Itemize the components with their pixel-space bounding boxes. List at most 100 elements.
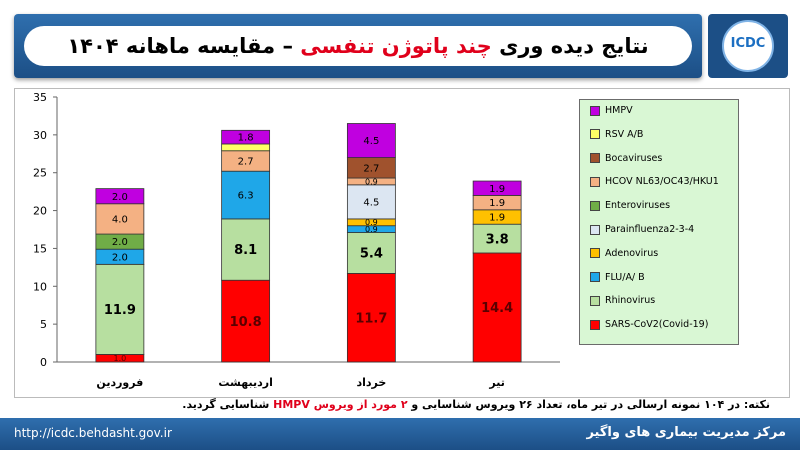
legend-swatch (590, 153, 600, 164)
legend-label: FLU/A/ B (605, 271, 645, 283)
legend-item: Parainfluenza2-3-4 (590, 223, 694, 237)
data-label: 11.9 (104, 303, 136, 318)
data-label: 1.8 (238, 133, 254, 144)
legend-label: HCOV NL63/OC43/HKU1 (605, 176, 719, 188)
bar-segment (221, 218, 271, 281)
legend-swatch (590, 200, 600, 211)
bar-segment (346, 273, 396, 363)
footnote-part1: نکته: در ۱۰۴ نمونه ارسالی در تیر ماه، تع… (411, 398, 770, 411)
data-label: 6.3 (238, 191, 254, 202)
y-tick-label: 5 (40, 318, 47, 331)
footnote: نکته: در ۱۰۴ نمونه ارسالی در تیر ماه، تع… (70, 398, 770, 411)
data-label: 11.7 (355, 311, 387, 326)
legend-swatch (590, 105, 600, 116)
bar-segment (346, 232, 396, 274)
legend-label: RSV A/B (605, 128, 644, 140)
legend-label: Enteroviruses (605, 200, 671, 212)
y-tick-label: 10 (33, 280, 47, 293)
bar-segment (346, 123, 396, 158)
x-tick-label: خرداد (356, 376, 386, 389)
bar-segment (221, 170, 271, 220)
data-label: 4.5 (363, 197, 379, 208)
title-highlight: چند پاتوژن تنفسی (300, 34, 492, 58)
legend-swatch (590, 295, 600, 306)
legend-item: SARS-CoV2(Covid-19) (590, 318, 708, 332)
data-label: 3.8 (486, 232, 509, 247)
y-tick-label: 20 (33, 205, 47, 218)
y-tick-label: 35 (33, 91, 47, 104)
data-label: 2.0 (112, 237, 128, 248)
legend-swatch (590, 248, 600, 259)
legend-label: Parainfluenza2-3-4 (605, 224, 695, 235)
bar-segment (221, 279, 271, 363)
chart-labels: 1.0 11.9 2.0 2.0 4.0 2.0 10.8 8.1 6.3 2.7 1.8 11.7 5… (104, 133, 513, 363)
x-tick-label: تیر (488, 376, 504, 389)
data-label: 4.0 (112, 215, 128, 226)
title-bar: نتایج دیده وری چند پاتوژن تنفسی – مقایسه… (14, 14, 702, 78)
data-label: 1.9 (489, 184, 505, 195)
y-tick-label: 25 (33, 167, 47, 180)
chart-legend: HMPV RSV A/B Bocaviruses HCOV NL63/OC43/HKU… (579, 99, 739, 345)
legend-label: SARS-CoV2(Covid-19) (605, 319, 709, 331)
bar-segment (346, 184, 396, 220)
data-label: 2.0 (112, 252, 128, 263)
footer-bar: http://icdc.behdasht.gov.ir مرکز مدیریت … (0, 418, 800, 450)
y-tick-label: 30 (33, 129, 47, 142)
data-label: 0.9 (365, 225, 378, 234)
legend-swatch (590, 176, 600, 187)
footer-org: مرکز مدیریت بیماری های واگیر (586, 425, 786, 440)
legend-item: RSV A/B (590, 128, 643, 142)
icdc-logo: ICDC (708, 14, 788, 78)
data-label: 1.9 (489, 213, 505, 224)
data-label: 8.1 (234, 243, 257, 258)
legend-item: HCOV NL63/OC43/HKU1 (590, 175, 719, 189)
legend-item: Adenovirus (590, 247, 658, 261)
bar-segment (95, 263, 145, 355)
legend-label: Adenovirus (605, 247, 659, 259)
title-dash: – (282, 34, 293, 58)
bar-segment (95, 203, 145, 235)
data-label: 1.9 (489, 198, 505, 209)
data-label: 2.0 (112, 192, 128, 203)
footnote-part3: شناسایی گردید. (182, 398, 270, 411)
data-label: 1.0 (114, 354, 127, 363)
y-tick-label: 15 (33, 242, 47, 255)
legend-swatch (590, 319, 600, 330)
legend-label: Bocaviruses (605, 152, 663, 164)
legend-swatch (590, 272, 600, 283)
y-tick-label: 0 (40, 356, 47, 369)
bar-segment (472, 180, 522, 196)
legend-item: Rhinovirus (590, 294, 655, 308)
data-label: 0.9 (365, 177, 378, 186)
chart-bars (95, 123, 522, 363)
logo-text: ICDC (730, 36, 766, 51)
title-main: نتایج دیده وری (499, 34, 649, 58)
data-label: 5.4 (360, 247, 383, 262)
legend-item: Bocaviruses (590, 152, 662, 166)
data-label: 10.8 (230, 315, 262, 330)
data-label: 2.7 (363, 163, 379, 174)
legend-label: Rhinovirus (605, 295, 656, 307)
legend-label: HMPV (605, 105, 633, 116)
data-label: 4.5 (363, 136, 379, 147)
title-tail: مقایسه ماهانه ۱۴۰۴ (67, 34, 276, 58)
bar-segment (221, 143, 271, 152)
data-label: 2.7 (238, 157, 254, 168)
bar-segment (95, 188, 145, 205)
legend-swatch (590, 224, 600, 235)
bar-segment (472, 252, 522, 363)
legend-item: HMPV (590, 104, 633, 118)
footer-url[interactable]: http://icdc.behdasht.gov.ir (14, 426, 172, 440)
legend-swatch (590, 129, 600, 140)
data-label: 14.4 (481, 301, 513, 316)
chart-title: نتایج دیده وری چند پاتوژن تنفسی – مقایسه… (24, 26, 692, 66)
legend-item: Enteroviruses (590, 199, 670, 213)
legend-item: FLU/A/ B (590, 271, 645, 285)
bar-segment (221, 129, 271, 145)
footnote-highlight: ۲ مورد از ویروس HMPV (273, 398, 408, 411)
x-tick-label: فروردین (96, 376, 143, 389)
data-label: 0.9 (365, 218, 378, 227)
logo-circle: ICDC (722, 20, 774, 72)
x-tick-label: اردیبهشت (218, 376, 272, 389)
